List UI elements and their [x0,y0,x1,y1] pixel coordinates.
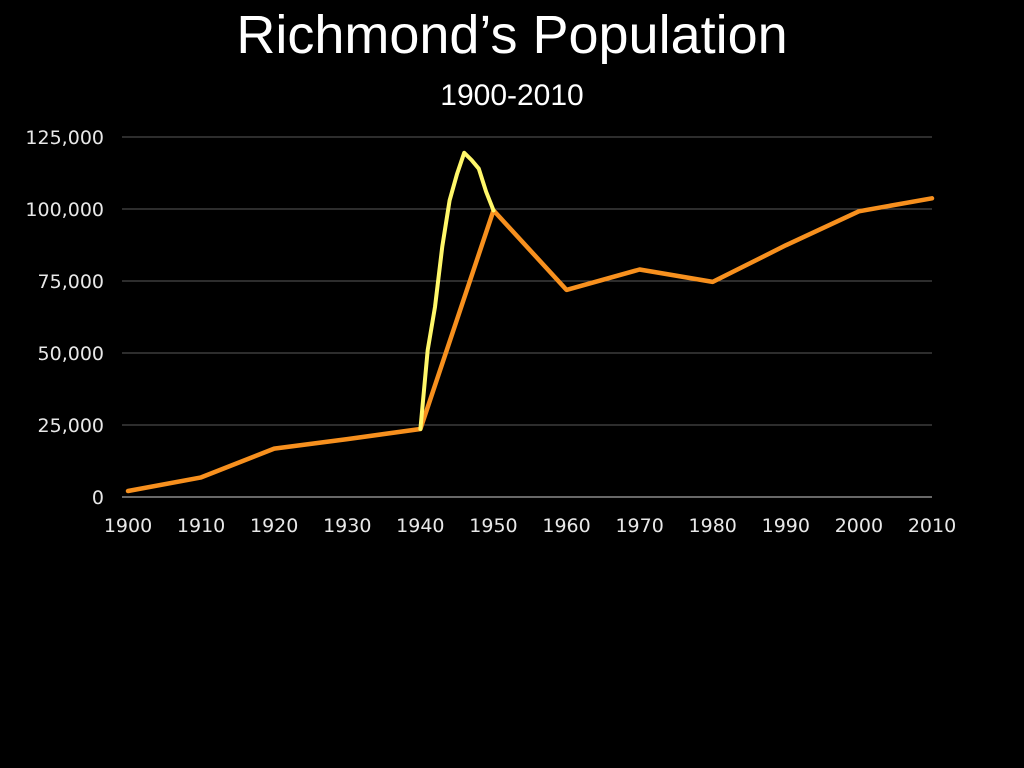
x-axis-tick-labels: 1900 1910 1920 1930 1940 1950 1960 1970 1980 1990… [104,515,956,537]
y-tick-label: 0 [92,487,104,509]
x-tick-label: 1910 [177,515,225,537]
x-tick-label: 1960 [542,515,590,537]
series-line-0 [125,196,935,494]
y-tick-label: 100,000 [25,199,104,221]
chart-title: Richmond’s Population [236,5,788,65]
x-tick-label: 1940 [396,515,444,537]
y-tick-label: 75,000 [38,271,104,293]
y-axis-tick-labels: 0 25,000 50,000 75,000 100,000 125,000 [25,127,104,509]
x-tick-label: 1900 [104,515,152,537]
y-tick-label: 125,000 [25,127,104,149]
y-tick-label: 25,000 [38,415,104,437]
gridlines [122,136,932,498]
x-tick-label: 2000 [835,515,883,537]
x-tick-label: 1970 [615,515,663,537]
x-tick-label: 1990 [762,515,810,537]
x-tick-label: 1980 [689,515,737,537]
x-tick-label: 2010 [908,515,956,537]
x-tick-label: 1920 [250,515,298,537]
series-line-1 [418,150,496,431]
x-tick-label: 1930 [323,515,371,537]
series-lines [125,150,935,494]
chart-subtitle: 1900-2010 [440,79,584,112]
x-tick-label: 1950 [469,515,517,537]
y-tick-label: 50,000 [38,343,104,365]
